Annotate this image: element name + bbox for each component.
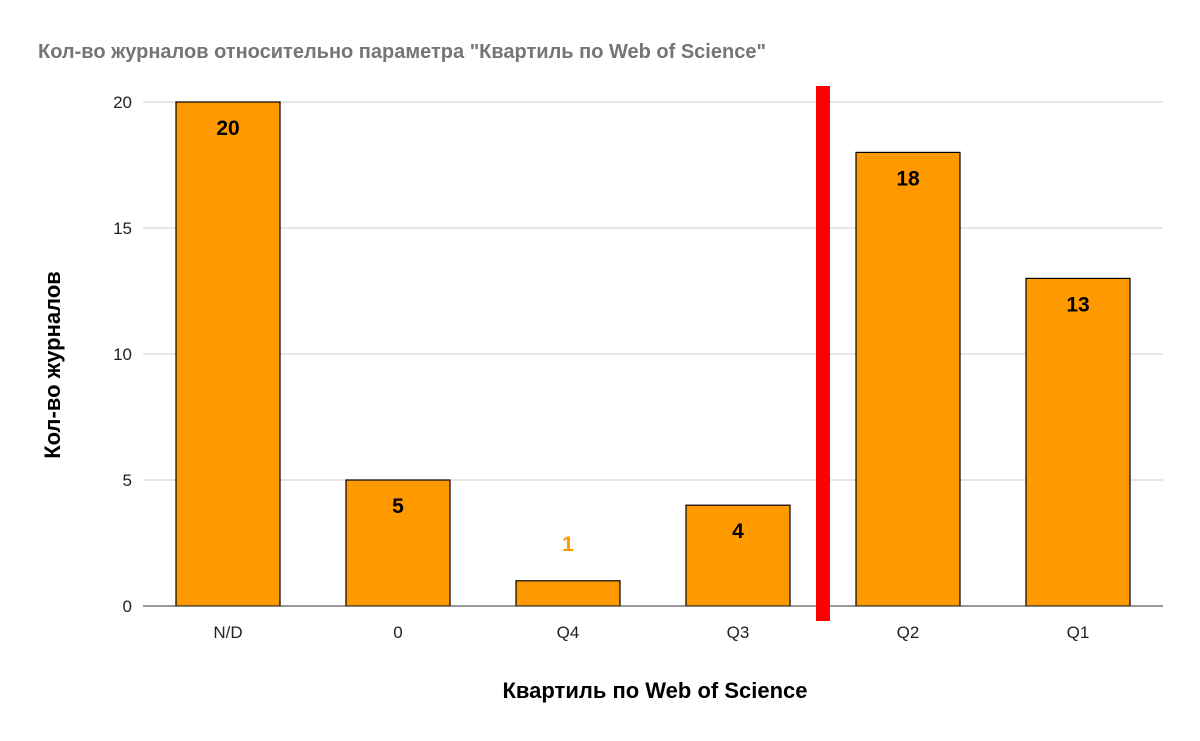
separator-line (816, 86, 830, 621)
x-tick-label: N/D (213, 623, 242, 642)
bar (855, 151, 961, 607)
y-tick-label: 15 (113, 219, 132, 238)
y-tick-label: 5 (123, 471, 132, 490)
x-tick-label: 0 (393, 623, 402, 642)
y-tick-label: 10 (113, 345, 132, 364)
data-label: 4 (732, 520, 744, 543)
data-labels: 20 5 1 4 18 13 (216, 117, 1089, 556)
x-tick-label: Q3 (727, 623, 750, 642)
data-label: 13 (1066, 293, 1089, 316)
y-tick-label: 0 (123, 597, 132, 616)
x-tick-label: Q1 (1067, 623, 1090, 642)
chart-title: Кол-во журналов относительно параметра "… (38, 41, 766, 63)
x-axis-ticks: N/D 0 Q4 Q3 Q2 Q1 (213, 623, 1089, 642)
y-axis-title: Кол-во журналов (40, 271, 65, 459)
gridlines (143, 101, 1163, 481)
x-tick-label: Q2 (897, 623, 920, 642)
bar (515, 580, 621, 607)
bars (175, 101, 1131, 607)
bar (685, 504, 791, 607)
data-label: 20 (216, 117, 239, 140)
data-label: 5 (392, 495, 404, 518)
data-label: 1 (562, 533, 574, 556)
x-axis-title: Квартиль по Web of Science (503, 678, 808, 703)
y-tick-label: 20 (113, 93, 132, 112)
x-tick-label: Q4 (557, 623, 580, 642)
y-axis-ticks: 0 5 10 15 20 (113, 93, 132, 616)
bar (175, 101, 281, 607)
bar (1025, 277, 1131, 607)
data-label: 18 (896, 167, 920, 190)
